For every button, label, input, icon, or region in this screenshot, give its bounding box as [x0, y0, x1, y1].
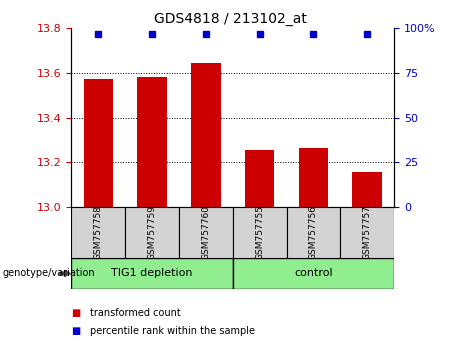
Bar: [71, 207, 125, 258]
Bar: [137, 78, 167, 207]
Bar: [179, 207, 233, 258]
Text: ■: ■: [71, 326, 81, 336]
Text: control: control: [294, 268, 333, 279]
Bar: [299, 148, 328, 207]
Bar: [233, 207, 287, 258]
Text: GDS4818 / 213102_at: GDS4818 / 213102_at: [154, 12, 307, 27]
Bar: [287, 207, 340, 258]
Bar: [83, 79, 113, 207]
Text: transformed count: transformed count: [90, 308, 181, 318]
Bar: [71, 258, 233, 289]
Text: genotype/variation: genotype/variation: [2, 268, 95, 279]
Text: GSM757759: GSM757759: [148, 205, 157, 260]
Text: ■: ■: [71, 308, 81, 318]
Text: percentile rank within the sample: percentile rank within the sample: [90, 326, 255, 336]
Text: GSM757758: GSM757758: [94, 205, 103, 260]
Bar: [245, 150, 274, 207]
Bar: [233, 258, 394, 289]
Text: GSM757755: GSM757755: [255, 205, 264, 260]
Bar: [191, 63, 221, 207]
Bar: [340, 207, 394, 258]
Bar: [353, 172, 382, 207]
Text: TIG1 depletion: TIG1 depletion: [112, 268, 193, 279]
Bar: [125, 207, 179, 258]
Text: GSM757757: GSM757757: [363, 205, 372, 260]
Text: GSM757756: GSM757756: [309, 205, 318, 260]
Text: GSM757760: GSM757760: [201, 205, 210, 260]
